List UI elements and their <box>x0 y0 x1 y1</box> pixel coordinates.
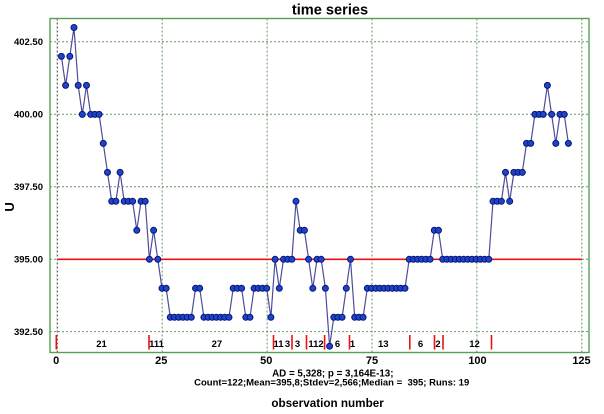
svg-text:3: 3 <box>295 339 300 350</box>
svg-text:100: 100 <box>468 355 486 367</box>
svg-text:6: 6 <box>335 339 340 350</box>
svg-text:25: 25 <box>155 355 167 367</box>
svg-text:6: 6 <box>418 339 423 350</box>
svg-text:402.50: 402.50 <box>14 37 43 48</box>
svg-text:21: 21 <box>96 339 107 350</box>
svg-text:125: 125 <box>572 355 590 367</box>
svg-text:3: 3 <box>285 339 290 350</box>
svg-text:0: 0 <box>53 355 59 367</box>
svg-text:400.00: 400.00 <box>14 110 43 121</box>
svg-text:Count=122;Mean=395,8;Stdev=2,5: Count=122;Mean=395,8;Stdev=2,566;Median … <box>194 378 469 389</box>
svg-text:U: U <box>2 202 17 211</box>
svg-text:1: 1 <box>350 339 356 350</box>
svg-text:2: 2 <box>435 339 440 350</box>
svg-text:112: 112 <box>308 339 323 350</box>
svg-text:50: 50 <box>260 355 272 367</box>
svg-text:111: 111 <box>149 339 165 350</box>
svg-text:75: 75 <box>366 355 378 367</box>
svg-text:12: 12 <box>469 339 480 350</box>
svg-text:397.50: 397.50 <box>14 182 43 193</box>
svg-text:11: 11 <box>273 339 284 350</box>
svg-text:observation number: observation number <box>271 397 384 410</box>
svg-text:13: 13 <box>378 339 389 350</box>
svg-text:27: 27 <box>212 339 223 350</box>
svg-text:395.00: 395.00 <box>14 255 43 266</box>
svg-text:392.50: 392.50 <box>14 327 43 338</box>
svg-text:AD = 5,328; p = 3,164E-13;: AD = 5,328; p = 3,164E-13; <box>272 368 393 379</box>
svg-text:time series: time series <box>292 3 368 19</box>
